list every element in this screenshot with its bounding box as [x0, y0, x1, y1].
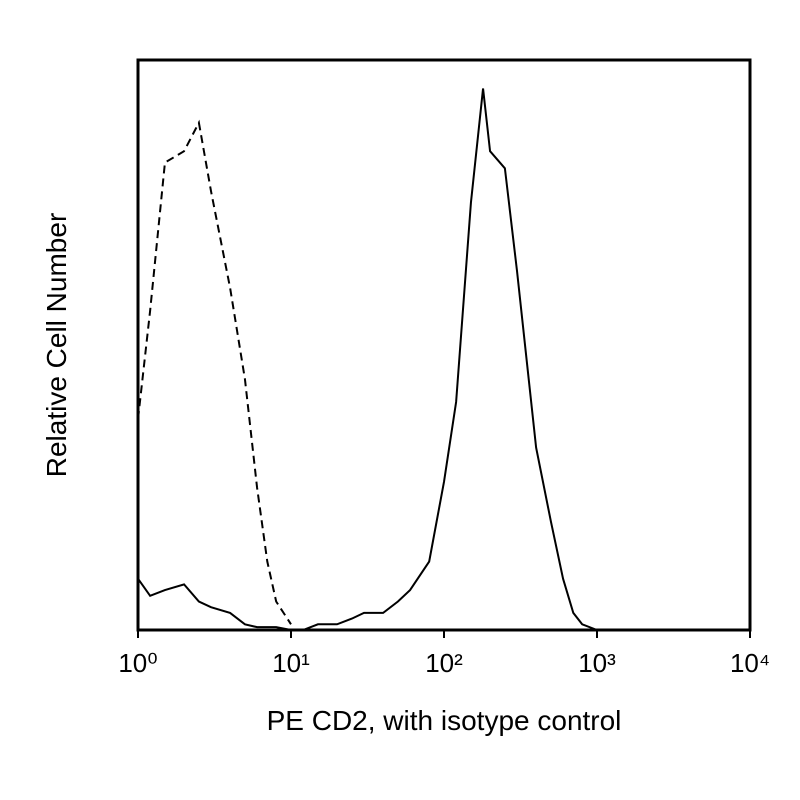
histogram-line [137, 119, 292, 625]
x-axis-label: PE CD2, with isotype control [267, 705, 622, 736]
x-tick-label: 10² [425, 648, 463, 678]
plot-frame [136, 58, 752, 632]
histogram-line [137, 88, 598, 631]
x-tick-label: 10⁰ [118, 648, 157, 678]
x-tick-label: 10¹ [272, 648, 310, 678]
y-axis-label: Relative Cell Number [41, 213, 72, 478]
x-tick-label: 10³ [578, 648, 616, 678]
x-tick-label: 10⁴ [730, 648, 770, 678]
